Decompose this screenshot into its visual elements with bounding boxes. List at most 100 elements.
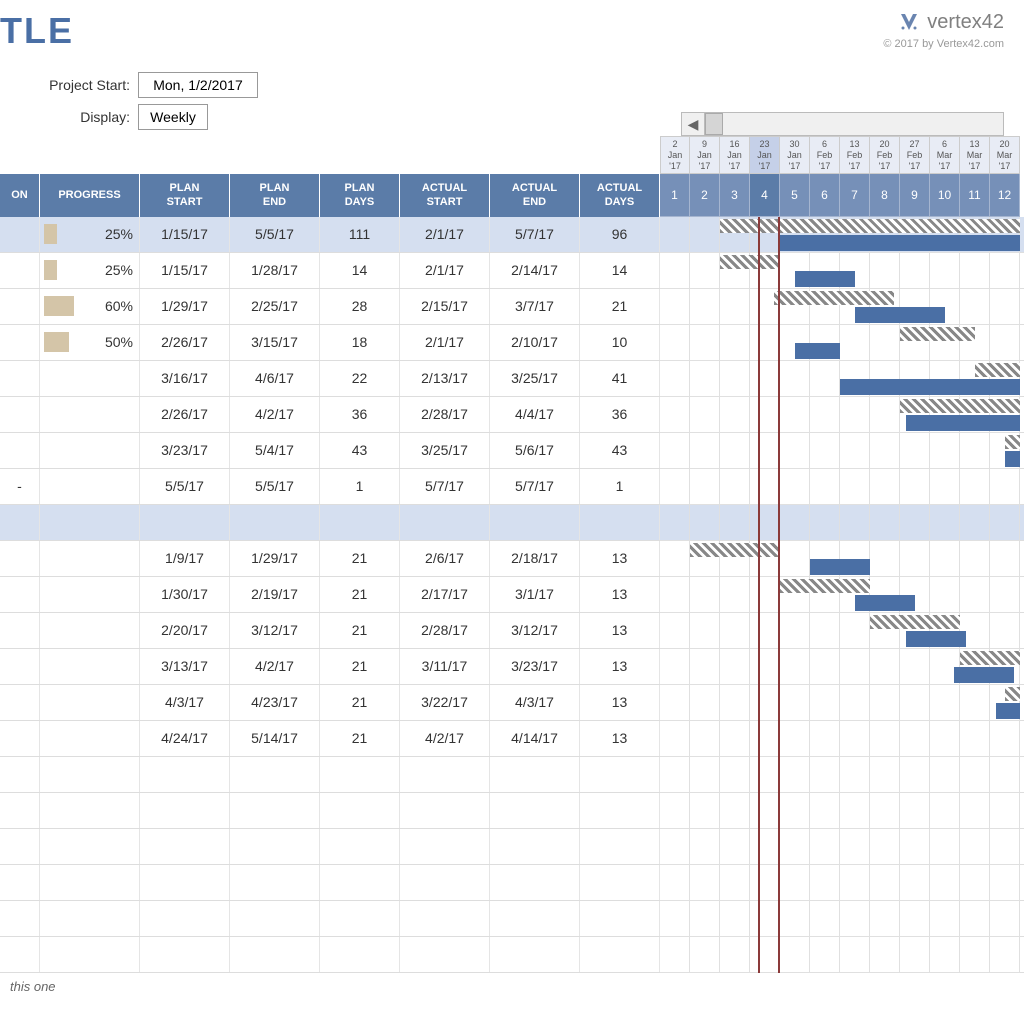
on-cell[interactable] (0, 397, 40, 432)
actual-end-cell[interactable] (490, 505, 580, 540)
empty-cell[interactable] (580, 865, 660, 900)
progress-cell[interactable] (40, 649, 140, 684)
empty-cell[interactable] (490, 829, 580, 864)
empty-cell[interactable] (230, 757, 320, 792)
empty-cell[interactable] (230, 937, 320, 972)
actual-days-cell[interactable]: 13 (580, 721, 660, 756)
actual-days-cell[interactable]: 36 (580, 397, 660, 432)
plan-days-cell[interactable]: 22 (320, 361, 400, 396)
plan-end-cell[interactable]: 1/28/17 (230, 253, 320, 288)
empty-cell[interactable] (140, 937, 230, 972)
plan-start-cell[interactable]: 3/13/17 (140, 649, 230, 684)
actual-end-cell[interactable]: 2/14/17 (490, 253, 580, 288)
plan-end-cell[interactable]: 5/4/17 (230, 433, 320, 468)
plan-start-cell[interactable]: 1/9/17 (140, 541, 230, 576)
actual-start-cell[interactable] (400, 505, 490, 540)
actual-days-cell[interactable]: 13 (580, 577, 660, 612)
empty-cell[interactable] (580, 901, 660, 936)
plan-start-cell[interactable]: 3/16/17 (140, 361, 230, 396)
actual-start-cell[interactable]: 2/15/17 (400, 289, 490, 324)
empty-cell[interactable] (140, 865, 230, 900)
empty-cell[interactable] (580, 829, 660, 864)
empty-cell[interactable] (400, 937, 490, 972)
on-cell[interactable] (0, 433, 40, 468)
plan-days-cell[interactable] (320, 505, 400, 540)
actual-end-cell[interactable]: 4/4/17 (490, 397, 580, 432)
empty-cell[interactable] (230, 865, 320, 900)
plan-start-cell[interactable]: 2/20/17 (140, 613, 230, 648)
actual-end-cell[interactable]: 2/18/17 (490, 541, 580, 576)
plan-end-cell[interactable]: 5/5/17 (230, 217, 320, 252)
plan-days-cell[interactable]: 21 (320, 721, 400, 756)
empty-cell[interactable] (400, 865, 490, 900)
actual-days-cell[interactable]: 96 (580, 217, 660, 252)
plan-end-cell[interactable]: 3/12/17 (230, 613, 320, 648)
plan-start-cell[interactable] (140, 505, 230, 540)
empty-cell[interactable] (320, 937, 400, 972)
empty-cell[interactable] (400, 793, 490, 828)
progress-cell[interactable] (40, 361, 140, 396)
actual-days-cell[interactable]: 13 (580, 649, 660, 684)
on-cell[interactable] (0, 325, 40, 360)
plan-start-cell[interactable]: 1/30/17 (140, 577, 230, 612)
empty-cell[interactable] (580, 757, 660, 792)
plan-end-cell[interactable]: 5/14/17 (230, 721, 320, 756)
progress-cell[interactable] (40, 541, 140, 576)
actual-start-cell[interactable]: 4/2/17 (400, 721, 490, 756)
empty-cell[interactable] (400, 829, 490, 864)
plan-start-cell[interactable]: 4/24/17 (140, 721, 230, 756)
plan-start-cell[interactable]: 2/26/17 (140, 325, 230, 360)
progress-cell[interactable] (40, 469, 140, 504)
actual-days-cell[interactable]: 13 (580, 613, 660, 648)
plan-start-cell[interactable]: 1/29/17 (140, 289, 230, 324)
plan-end-cell[interactable]: 5/5/17 (230, 469, 320, 504)
actual-days-cell[interactable]: 43 (580, 433, 660, 468)
plan-start-cell[interactable]: 4/3/17 (140, 685, 230, 720)
empty-cell[interactable] (0, 829, 40, 864)
plan-days-cell[interactable]: 21 (320, 685, 400, 720)
empty-cell[interactable] (320, 865, 400, 900)
actual-start-cell[interactable]: 2/1/17 (400, 217, 490, 252)
actual-days-cell[interactable]: 13 (580, 685, 660, 720)
plan-days-cell[interactable]: 43 (320, 433, 400, 468)
horizontal-scroller[interactable]: ◀ (681, 112, 1004, 136)
empty-cell[interactable] (0, 757, 40, 792)
actual-start-cell[interactable]: 2/28/17 (400, 613, 490, 648)
empty-cell[interactable] (140, 901, 230, 936)
empty-cell[interactable] (580, 793, 660, 828)
plan-end-cell[interactable]: 1/29/17 (230, 541, 320, 576)
empty-cell[interactable] (490, 901, 580, 936)
empty-cell[interactable] (0, 793, 40, 828)
plan-days-cell[interactable]: 21 (320, 649, 400, 684)
display-input[interactable]: Weekly (138, 104, 208, 130)
plan-end-cell[interactable]: 4/6/17 (230, 361, 320, 396)
actual-days-cell[interactable]: 21 (580, 289, 660, 324)
progress-cell[interactable]: 25% (40, 217, 140, 252)
progress-cell[interactable] (40, 397, 140, 432)
empty-cell[interactable] (140, 757, 230, 792)
plan-start-cell[interactable]: 1/15/17 (140, 253, 230, 288)
progress-cell[interactable]: 25% (40, 253, 140, 288)
empty-cell[interactable] (40, 757, 140, 792)
actual-days-cell[interactable]: 10 (580, 325, 660, 360)
progress-cell[interactable] (40, 613, 140, 648)
progress-cell[interactable] (40, 433, 140, 468)
actual-end-cell[interactable]: 3/25/17 (490, 361, 580, 396)
actual-end-cell[interactable]: 3/23/17 (490, 649, 580, 684)
empty-cell[interactable] (40, 937, 140, 972)
empty-cell[interactable] (140, 793, 230, 828)
on-cell[interactable] (0, 613, 40, 648)
actual-days-cell[interactable]: 14 (580, 253, 660, 288)
on-cell[interactable] (0, 289, 40, 324)
plan-start-cell[interactable]: 5/5/17 (140, 469, 230, 504)
progress-cell[interactable] (40, 721, 140, 756)
empty-cell[interactable] (0, 901, 40, 936)
actual-days-cell[interactable]: 1 (580, 469, 660, 504)
actual-start-cell[interactable]: 3/11/17 (400, 649, 490, 684)
actual-start-cell[interactable]: 3/22/17 (400, 685, 490, 720)
progress-cell[interactable] (40, 685, 140, 720)
plan-days-cell[interactable]: 21 (320, 577, 400, 612)
actual-end-cell[interactable]: 4/14/17 (490, 721, 580, 756)
empty-cell[interactable] (230, 901, 320, 936)
actual-start-cell[interactable]: 2/6/17 (400, 541, 490, 576)
